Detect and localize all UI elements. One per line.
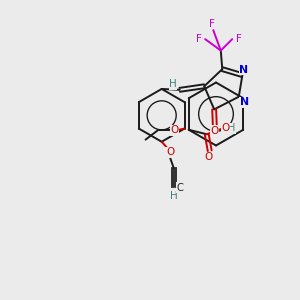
Text: F: F xyxy=(209,19,215,28)
Text: F: F xyxy=(236,34,242,44)
Text: C: C xyxy=(177,183,184,193)
Text: O: O xyxy=(221,123,230,133)
Text: H: H xyxy=(170,191,178,201)
Text: H: H xyxy=(169,80,177,89)
Text: N: N xyxy=(240,97,249,107)
Text: O: O xyxy=(211,126,219,136)
Text: O: O xyxy=(166,147,174,157)
Text: O: O xyxy=(170,125,179,135)
Text: O: O xyxy=(204,152,212,162)
Text: H: H xyxy=(228,123,235,133)
Text: N: N xyxy=(239,65,248,75)
Text: F: F xyxy=(196,34,202,44)
